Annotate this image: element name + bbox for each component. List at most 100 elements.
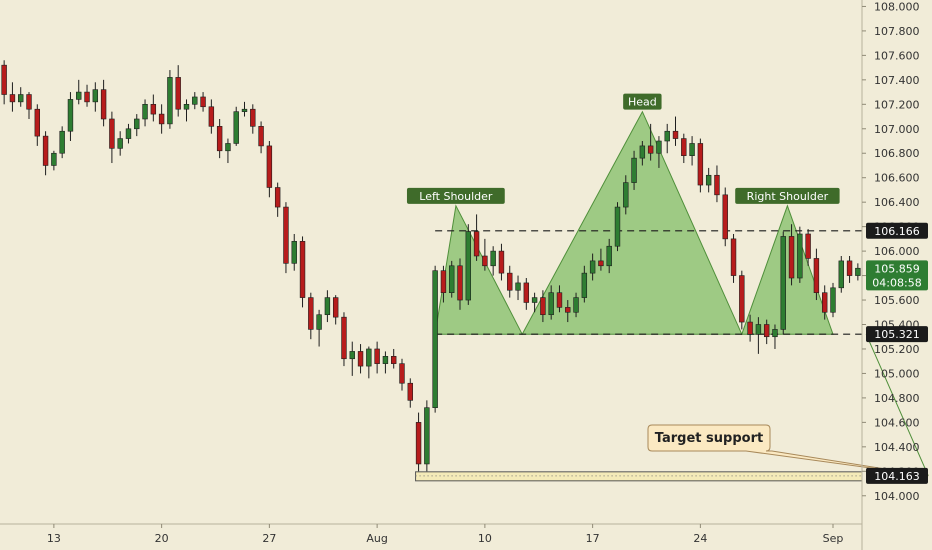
candle-body [855,267,861,276]
candle-body [341,316,347,360]
candle-body [208,106,215,127]
x-tick-label: 17 [586,532,600,545]
candle-body [498,250,505,274]
candle-body [18,94,24,103]
candle-body [332,297,339,318]
target-support-callout [647,424,929,477]
candle-body [614,206,621,247]
candle-body [531,297,538,303]
pattern-layer [434,110,929,477]
candle-body [540,297,546,316]
candle-body [34,108,41,137]
current-price-badge [866,260,928,291]
candle-body [84,91,90,103]
left-shoulder-polygon [434,204,524,335]
neckline-low-price-label: 105.321 [874,328,920,341]
y-tick-label: 105.000 [874,367,920,380]
right-shoulder-label: Right Shoulder [747,190,829,203]
candle-body [523,282,530,303]
annotation-layer: Target support [647,424,929,477]
candle-body [606,245,612,267]
candle-body [473,231,480,257]
candle-body [1,64,7,95]
candle-body [308,297,314,330]
candle-body [407,382,413,401]
pattern-labels-layer: Left Shoulder Head Right Shoulder [406,93,840,204]
candle-body [449,265,455,293]
candle-body [772,329,778,338]
candle-body [216,126,223,152]
candle-body [357,351,364,367]
head-label: Head [628,96,657,109]
y-tick-label: 107.600 [874,49,920,62]
current-price-label: 105.859 [874,262,920,275]
candle-body [76,91,82,100]
candle-body [631,157,637,183]
right-shoulder-label-bg [735,187,840,204]
candle-body [134,118,140,130]
x-axis: 13 20 27 Aug 10 17 24 Sep [47,524,843,545]
x-tick-label: 20 [155,532,169,545]
candle-body [507,272,513,291]
candle-body [805,233,811,259]
candle-body [266,145,273,188]
candle-body [656,140,662,154]
candle-body [158,113,165,125]
candle-body [689,143,695,156]
candle-body [349,351,355,360]
left-shoulder-label-bg [406,187,505,204]
candle-body [813,258,820,293]
candle-body [747,321,753,335]
candle-body [175,77,181,110]
x-tick-label: 24 [693,532,707,545]
left-shoulder-label: Left Shoulder [419,190,493,203]
candle-body [399,363,405,384]
target-support-annotation-text: Target support [655,431,763,446]
y-tick-label: 106.600 [874,172,920,185]
candle-body [681,138,687,156]
candle-body [150,104,157,115]
candle-body [714,174,720,196]
candle-body [125,128,132,139]
x-tick-label: Aug [366,532,387,545]
candle-body [167,77,173,125]
candle-body [589,260,596,274]
neckline-low-price-badge [866,326,928,343]
candle-body [722,194,728,240]
candle-body [705,174,712,186]
candle-body [830,287,836,313]
x-tick-label: Sep [823,532,844,545]
candle-body [821,292,828,313]
candle-body [258,126,264,147]
candle-body [838,260,844,289]
candle-body [241,108,248,112]
y-tick-label: 106.000 [874,245,920,258]
candle-body [465,231,472,301]
candle-body [623,182,629,208]
y-tick-label: 108.000 [874,0,920,13]
candle-body [390,356,397,364]
candle-body [730,238,737,276]
y-tick-label: 105.600 [874,294,920,307]
candle-body [846,260,853,276]
support-zone-layer [415,471,863,482]
neckline-high-price-badge [866,222,928,239]
candle-body [556,292,563,308]
y-tick-label: 107.400 [874,74,920,87]
candle-body [51,152,57,166]
candle-body [415,422,422,465]
y-axis: 108.000 107.800 107.600 107.400 107.200 107.0… [862,0,920,503]
candle-body [366,348,372,367]
candle-body [457,265,463,301]
candle-body [142,104,148,120]
target-support-price-label: 104.163 [874,470,920,483]
bar-countdown-label: 04:08:58 [872,276,921,289]
candle-body [432,270,438,408]
candle-body [291,241,297,264]
y-tick-label: 104.000 [874,490,920,503]
candle-body [424,407,430,465]
candle-body [299,241,306,298]
candle-body [100,89,107,120]
